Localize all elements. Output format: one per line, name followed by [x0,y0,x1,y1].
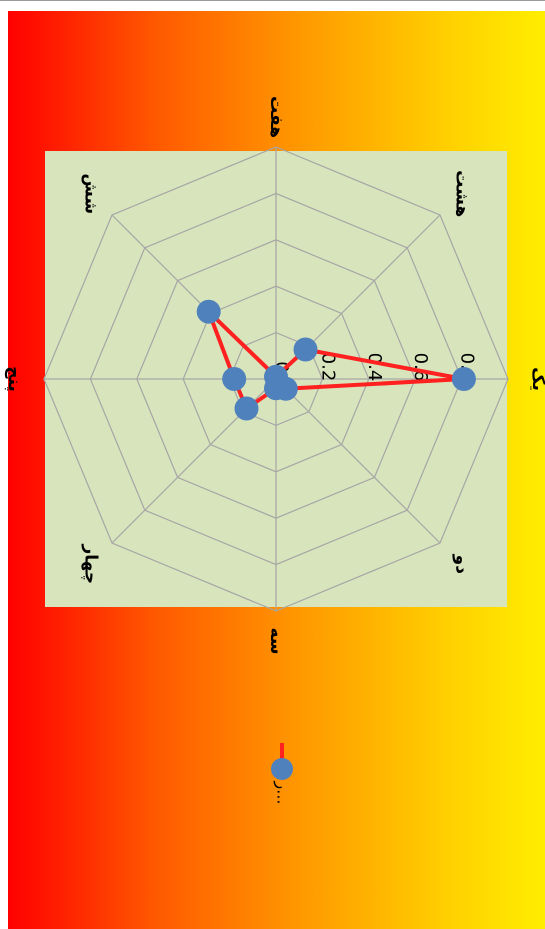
data-point [293,337,318,362]
category-label: سه [266,627,286,654]
legend-label: ر... [273,781,293,805]
radial-tick-label: 0.6 [410,353,431,382]
category-label: دو [451,554,471,575]
radial-tick-label: 0.2 [317,353,338,382]
grid-spoke [275,378,441,544]
category-label: شش [81,173,101,214]
category-label: یک [528,367,545,391]
data-point [264,364,288,389]
category-label: هفت [266,96,286,138]
data-point [451,367,476,391]
legend-marker [271,758,293,780]
category-label: هشت [451,170,471,217]
radial-tick-label: 0.4 [364,353,385,382]
category-label: پنج [4,366,24,392]
data-point [222,367,247,391]
radar-grid [43,146,509,612]
category-label: چهار [81,543,101,584]
data-point [196,299,221,324]
data-point [234,396,259,421]
